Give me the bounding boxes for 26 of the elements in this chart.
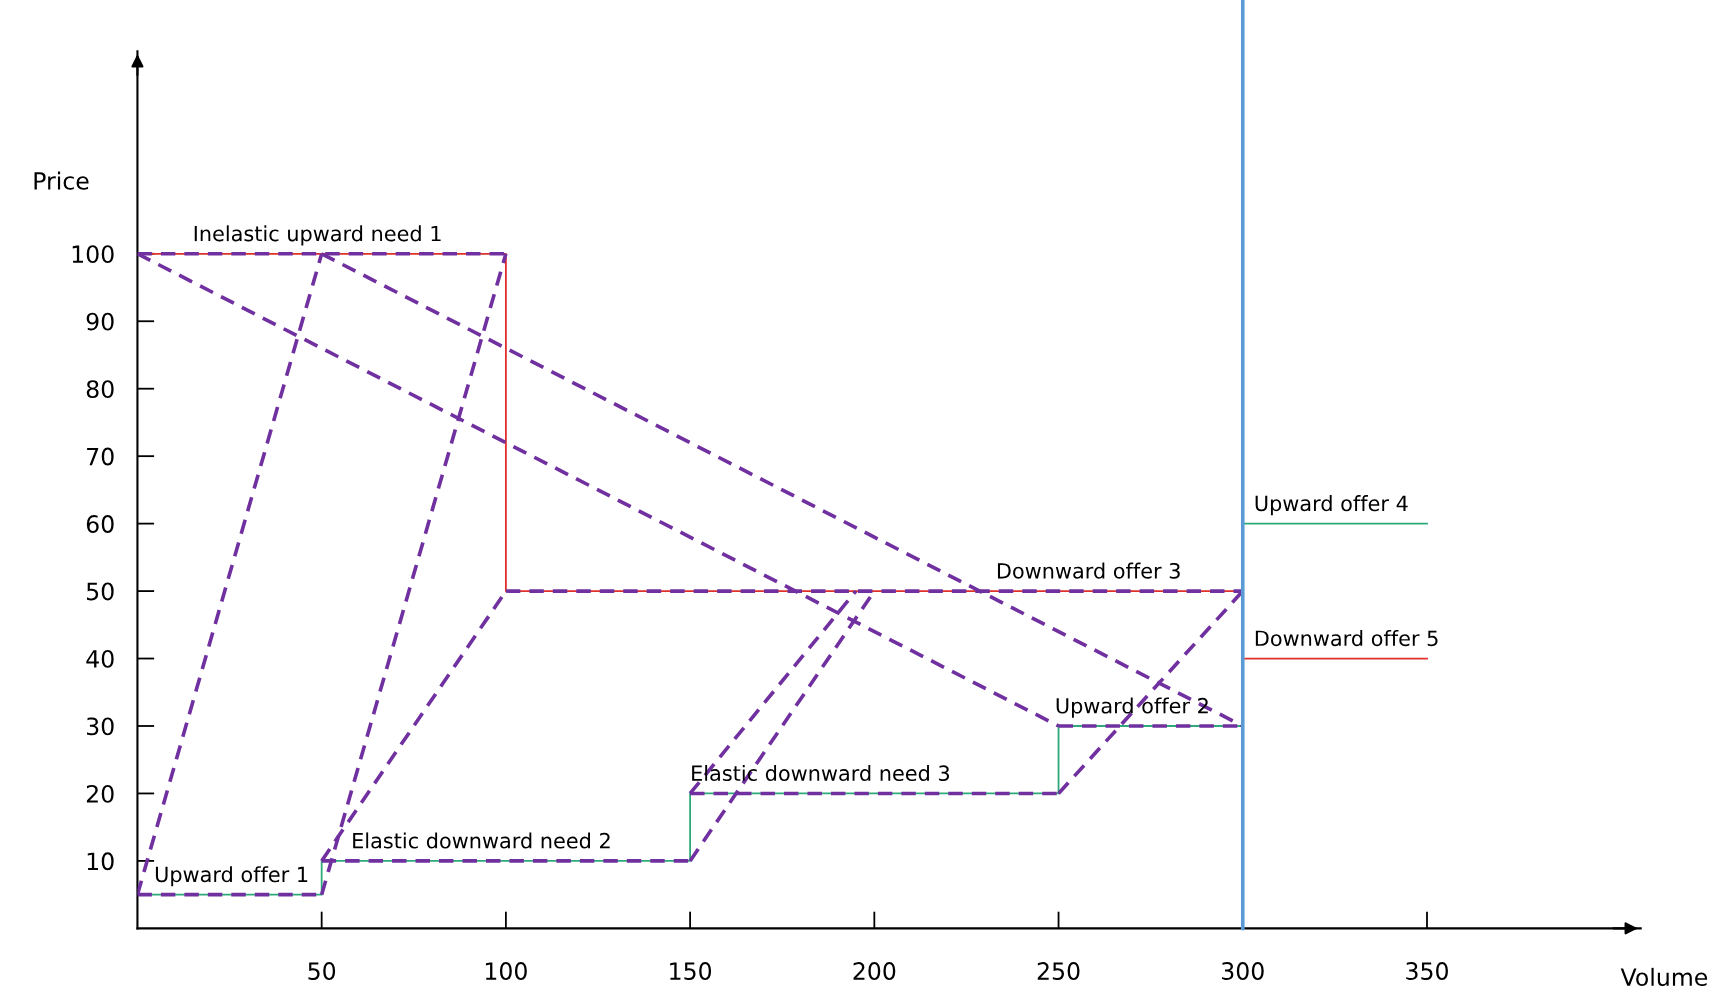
x-tick-label: 150 (670, 962, 712, 980)
x-tick-label: 100 (485, 962, 527, 980)
annotation: Downward offer 5 (1255, 630, 1438, 647)
y-tick-label: 40 (86, 649, 114, 668)
y-tick-label: 30 (86, 717, 114, 736)
x-tick-label: 350 (1406, 962, 1448, 980)
annotation: Elastic downward need 2 (353, 832, 610, 849)
annotation: Downward offer 3 (997, 562, 1180, 579)
y-tick-label: 70 (87, 447, 114, 466)
annotation: Upward offer 2 (1056, 697, 1208, 718)
annotation: Upward offer 4 (1255, 495, 1408, 516)
x-tick-label: 250 (1037, 962, 1080, 980)
y-tick-label: 50 (87, 582, 114, 601)
annotation: Inelastic upward need 1 (194, 225, 441, 246)
annotation: Upward offer 1 (155, 866, 308, 887)
x-axis-title: Volume (1620, 967, 1708, 987)
y-tick-label: 100 (72, 245, 114, 264)
y-tick-label: 60 (86, 515, 114, 533)
y-tick-label: 90 (86, 312, 114, 331)
x-tick-label: 200 (853, 962, 896, 980)
y-axis-title: Price (34, 171, 89, 190)
x-tick-label: 50 (308, 962, 336, 980)
y-tick-label: 20 (86, 784, 114, 803)
x-tick-label: 300 (1222, 962, 1264, 980)
y-tick-label: 10 (87, 852, 114, 871)
y-tick-label: 80 (86, 380, 114, 399)
